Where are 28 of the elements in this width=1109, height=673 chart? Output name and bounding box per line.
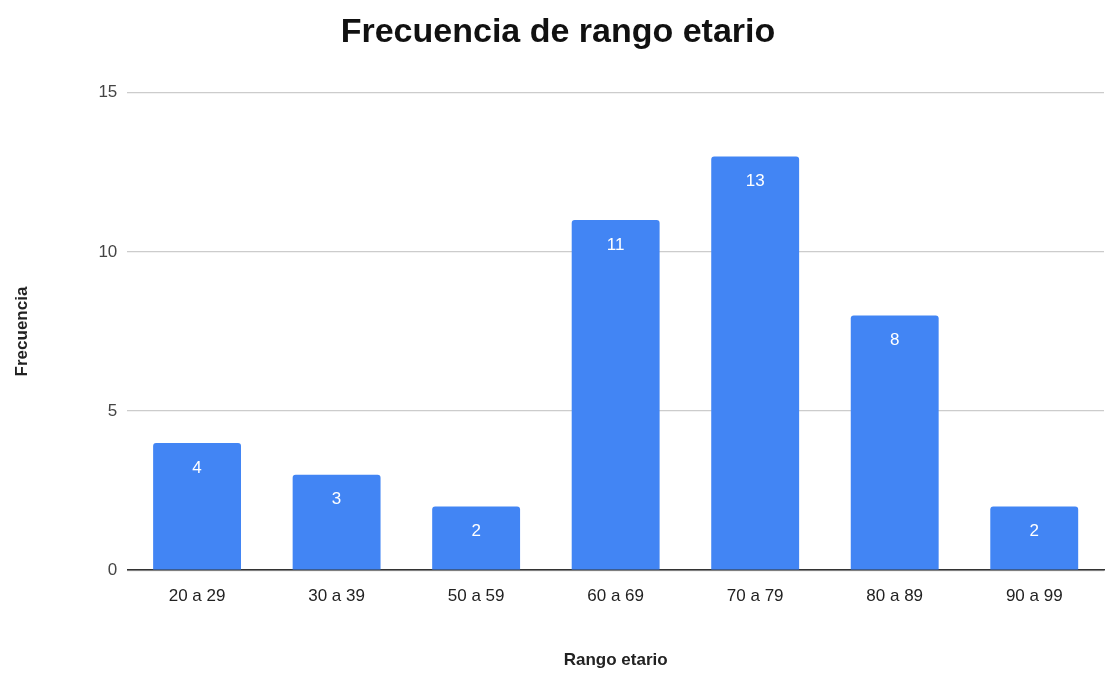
data-label: 3 [331, 489, 342, 509]
y-tick-label: 10 [98, 241, 118, 261]
x-tick-label: 50 a 59 [447, 586, 505, 606]
data-label: 2 [471, 521, 481, 541]
data-label: 8 [889, 330, 900, 350]
y-tick-label: 15 [98, 82, 118, 102]
x-tick-label: 60 a 69 [587, 586, 645, 606]
chart-title: Frecuencia de rango etario [340, 10, 776, 49]
x-tick-label: 90 a 99 [1005, 586, 1063, 606]
data-label: 2 [1029, 521, 1039, 541]
data-label: 11 [606, 234, 625, 254]
bar [571, 220, 660, 570]
x-axis-title: Rango etario [563, 650, 668, 670]
bar [292, 474, 381, 570]
bar [850, 315, 939, 570]
x-tick-label: 30 a 39 [308, 586, 365, 606]
bar [990, 506, 1079, 570]
y-tick-label: 5 [107, 400, 118, 420]
bar [711, 156, 800, 570]
bar [432, 506, 521, 570]
y-axis-title: Frecuencia [11, 286, 31, 377]
y-tick-label: 0 [107, 559, 118, 579]
data-label: 13 [745, 171, 765, 191]
bar [153, 442, 242, 570]
x-tick-label: 70 a 79 [726, 586, 784, 606]
x-tick-label: 20 a 29 [168, 586, 226, 606]
x-tick-label: 80 a 89 [866, 586, 924, 606]
data-label: 4 [192, 457, 202, 477]
